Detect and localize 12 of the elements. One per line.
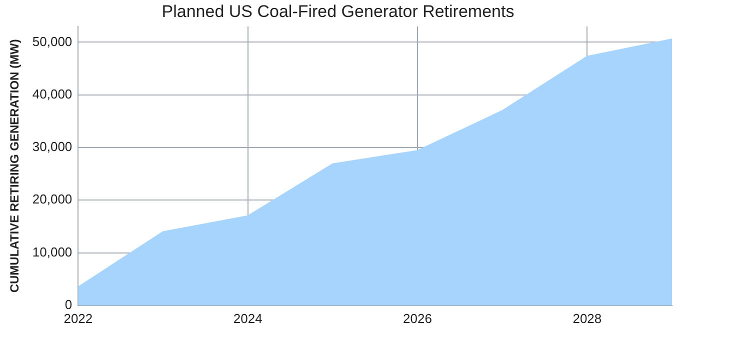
y-tick-label: 30,000 (32, 139, 72, 154)
y-axis-title: CUMULATIVE RETIRING GENERATION (MW) (8, 39, 22, 293)
y-tick-label: 10,000 (32, 244, 72, 260)
x-tick-label: 2022 (64, 310, 93, 326)
y-tick-label: 0 (64, 296, 72, 312)
x-tick-label: 2024 (233, 310, 262, 326)
x-tick-label: 2028 (572, 310, 602, 326)
y-tick-label: 40,000 (32, 86, 72, 102)
y-tick-label: 50,000 (32, 34, 72, 49)
x-tick-label: 2026 (403, 310, 432, 326)
chart-title: Planned US Coal-Fired Generator Retirements (162, 2, 514, 21)
y-tick-label: 20,000 (32, 192, 72, 207)
